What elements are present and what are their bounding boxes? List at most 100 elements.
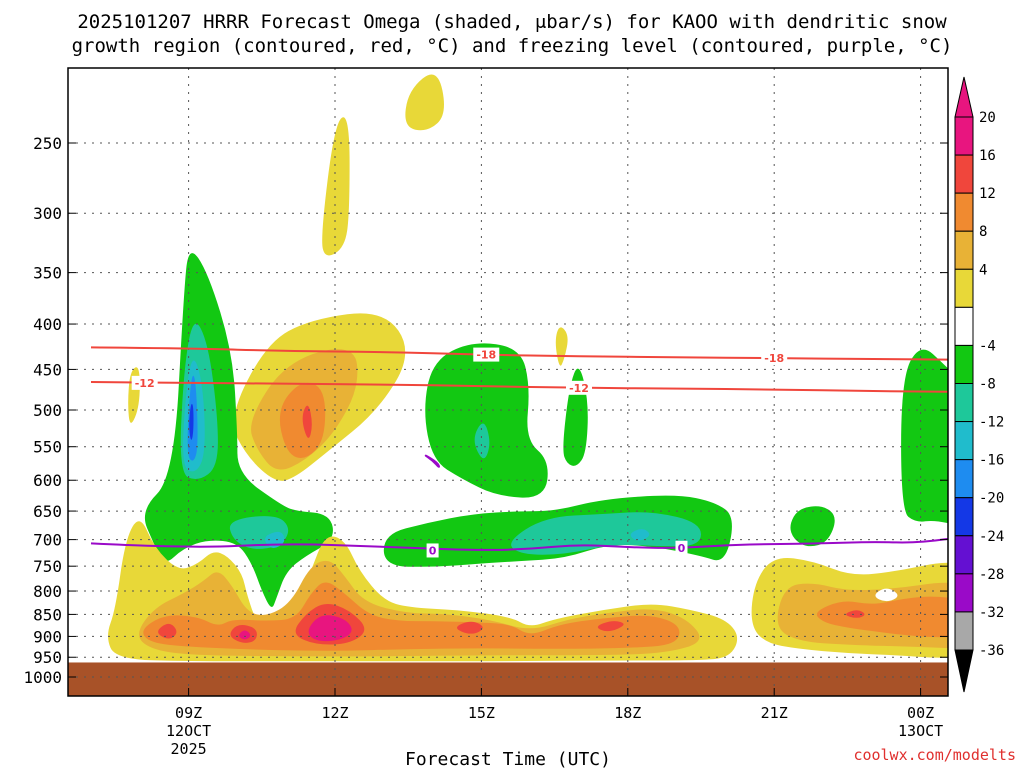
dgz-contour-label: -18 [476,349,496,362]
x-tick-label-00Z: 00Z [907,704,934,722]
colorbar-label: -32 [979,605,1004,621]
plot-frame [67,67,949,697]
colorbar-label: -12 [979,415,1004,431]
y-tick-label-950: 950 [33,648,62,667]
dgz-label-bg [473,347,500,362]
dgz-contour--18 [90,346,948,361]
colorbar-under-arrow [954,649,974,693]
dgz-label-bg [131,375,158,390]
colorbar-bin--32--28 [954,573,974,613]
y-axis-ticks: 250 300 350 400 450 500 550 600 650 700 750 800 850 9… [23,134,948,687]
x-tick-label-21Z: 21Z [761,704,788,722]
omega-region-17 [630,529,650,541]
freezing-label-bg [675,540,688,555]
omega-region-0 [405,74,444,131]
dgz-label-bg [566,380,592,395]
y-tick-label-750: 750 [33,557,62,576]
dgz-contour-label: -12 [569,382,589,395]
x-tick-label-18Z: 18Z [614,704,641,722]
y-tick-label-1000: 1000 [23,668,62,687]
y-tick-label-600: 600 [33,471,62,490]
colorbar-bin-4-8 [954,268,974,308]
colorbar-label: -8 [979,377,996,393]
colorbar-label: 20 [979,110,996,126]
colorbar-bin--16--12 [954,421,974,461]
dgz-contour-label: -18 [764,352,784,365]
colorbar-bin--24--20 [954,497,974,537]
colorbar-bin--28--24 [954,535,974,575]
y-tick-label-500: 500 [33,401,62,420]
omega-region-27 [143,582,680,651]
freezing-level-label: 0 [678,542,686,555]
y-tick-label-550: 550 [33,438,62,457]
omega-region-7 [302,405,312,438]
omega-region-21 [790,506,835,547]
omega-region-16 [511,512,701,555]
colorbar-bin--4-4 [954,306,974,346]
y-tick-label-450: 450 [33,360,62,379]
freezing-level-loop [424,454,440,468]
y-tick-label-250: 250 [33,134,62,153]
colorbar-bin--8--4 [954,344,974,384]
colorbar-bin-16-20 [954,154,974,194]
grid-lines [68,68,948,696]
colorbar-bin--12--8 [954,383,974,423]
omega-shading [108,74,948,662]
colorbar-over-arrow [954,76,974,118]
colorbar-label: 4 [979,262,987,278]
colorbar-label: -20 [979,491,1004,507]
colorbar-bin-12-16 [954,192,974,232]
omega-region-6 [279,382,326,458]
y-tick-label-650: 650 [33,502,62,521]
ground-surface [68,662,948,696]
omega-region-28 [816,596,948,638]
y-tick-label-900: 900 [33,627,62,646]
y-tick-label-400: 400 [33,315,62,334]
colorbar: 20 16 12 8 4 -4 -8 -12 -16 -20 -24 -28 -32 -36 [954,76,1004,693]
dgz-contour--12 [90,381,948,393]
omega-region-14 [189,403,194,440]
omega-region-36 [239,630,251,640]
colorbar-label: 8 [979,224,987,240]
chart-title-line-2: growth region (contoured, red, °C) and f… [72,35,953,57]
omega-region-37 [308,615,352,642]
x-axis-title: Forecast Time (UTC) [405,749,611,768]
omega-region-34 [846,610,865,618]
x-tick-sublabel: 13OCT [898,722,943,740]
colorbar-label: -4 [979,338,996,354]
omega-region-32 [457,621,483,634]
x-tick-label-09Z: 09Z [175,704,202,722]
colorbar-bin-8-12 [954,230,974,270]
colorbar-label: -36 [979,643,1004,659]
colorbar-label: 16 [979,148,996,164]
chart-title-line-1: 2025101207 HRRR Forecast Omega (shaded, … [77,11,947,33]
omega-region-38 [875,588,898,602]
omega-region-22 [901,349,948,524]
omega-region-33 [597,621,624,632]
colorbar-label: -28 [979,567,1004,583]
ground-layer [68,662,948,696]
omega-region-29 [158,623,177,639]
colorbar-bin-20-24 [954,116,974,156]
y-tick-label-850: 850 [33,605,62,624]
y-tick-label-800: 800 [33,582,62,601]
freezing-level-line [90,537,948,551]
chart-title: 2025101207 HRRR Forecast Omega (shaded, … [72,11,953,57]
y-tick-label-300: 300 [33,204,62,223]
contour-lines: -18 -18 -12 -12 0 0 [90,346,948,558]
x-tick-label-15Z: 15Z [468,704,495,722]
colorbar-label: -24 [979,529,1004,545]
colorbar-label: -16 [979,453,1004,469]
omega-region-18 [425,343,548,498]
colorbar-bin--36--32 [954,611,974,651]
dgz-label-bg [761,351,788,366]
freezing-level-label: 0 [429,544,437,557]
x-tick-sublabel: 2025 [171,740,207,758]
site-credit: coolwx.com/modelts [853,746,1016,764]
y-tick-label-700: 700 [33,531,62,550]
x-tick-label-12Z: 12Z [321,704,348,722]
y-tick-label-350: 350 [33,264,62,283]
dgz-contour-label: -12 [135,377,155,390]
